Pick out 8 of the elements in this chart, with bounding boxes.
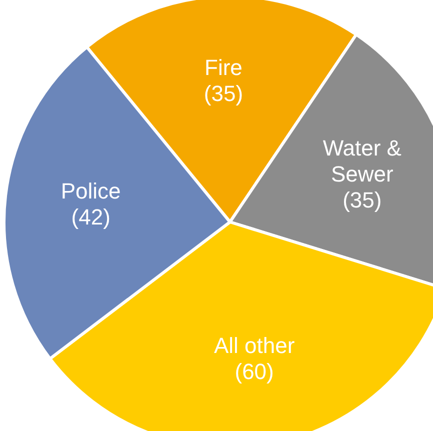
data-label: (35): [342, 187, 382, 212]
data-label: (60): [234, 358, 274, 384]
slice-label: Water & Sewer: [322, 135, 402, 186]
slice-label: Fire: [204, 54, 242, 80]
slice-label: Police: [60, 178, 121, 204]
slice-label: All other: [214, 332, 295, 358]
data-label: (35): [204, 80, 244, 106]
data-label: (42): [71, 204, 110, 230]
